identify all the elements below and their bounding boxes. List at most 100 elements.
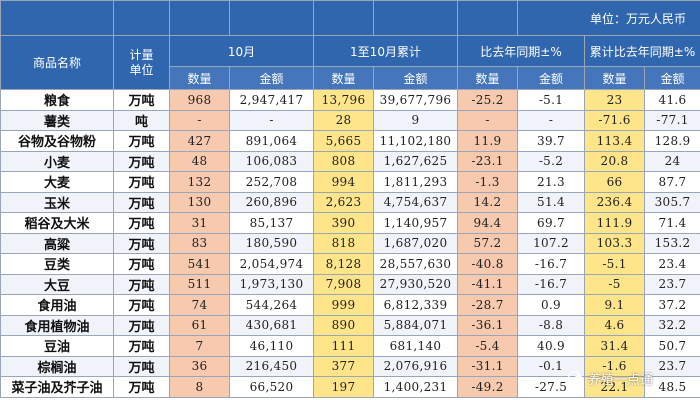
cell-name: 谷物及谷物粉 <box>0 130 114 152</box>
cell-month-qty: 83 <box>169 232 230 254</box>
cell-ytd-yoy-amt: 71.4 <box>643 212 700 234</box>
cell-month-qty: 61 <box>169 314 230 336</box>
cell-month-amt: 544,264 <box>229 294 314 316</box>
cell-yoy-amt: -16.7 <box>517 273 585 295</box>
cell-ytd-yoy-amt: 50.7 <box>643 335 700 357</box>
cell-ytd-yoy-amt: 23.4 <box>643 253 700 275</box>
cell-ytd-yoy-qty: 236.4 <box>584 191 645 213</box>
cell-name: 大豆 <box>0 273 114 295</box>
cell-yoy-amt: 21.3 <box>517 171 585 193</box>
table-row: 薯类吨 - -28 9- - -71.6 -77.1 <box>0 109 700 131</box>
cell-yoy-qty: -28.7 <box>457 294 518 316</box>
cell-ytd-qty: 890 <box>313 314 374 336</box>
cell-ytd-amt: 1,687,020 <box>373 232 458 254</box>
table-row: 大豆 万吨 511 1,973,130 7,908 27,930,520 -41.1 -16.… <box>0 273 700 295</box>
cell-ytd-yoy-amt: 128.9 <box>643 130 700 152</box>
cell-month-amt: 106,083 <box>229 150 314 172</box>
cell-yoy-amt: -8.8 <box>517 314 585 336</box>
header-blank-cell <box>457 0 518 36</box>
cell-yoy-amt: -5.2 <box>517 150 585 172</box>
header-row-groups: 商品名称 计量 单位 10月 1至10月累计 比去年同期±% 累计比去年同期±% <box>0 35 700 90</box>
cell-month-qty: 130 <box>169 191 230 213</box>
cell-unit: 万吨 <box>113 89 170 111</box>
header-row-unit: 单位：万元人民币 <box>0 0 700 36</box>
cell-ytd-yoy-qty: 66 <box>584 171 645 193</box>
cell-ytd-qty: 197 <box>313 376 374 398</box>
cell-ytd-qty: 28 <box>313 109 374 131</box>
cell-yoy-amt: - <box>517 109 585 131</box>
sub-header-qty: 数量 <box>457 66 518 90</box>
cell-ytd-amt: 5,884,071 <box>373 314 458 336</box>
cell-ytd-amt: 6,812,339 <box>373 294 458 316</box>
table-row: 棕榈油 万吨 36 216,450 377 2,076,916 -31.1 -0.1 -1.6 2… <box>0 355 700 377</box>
cell-yoy-amt: 51.4 <box>517 191 585 213</box>
cell-ytd-amt: 1,811,293 <box>373 171 458 193</box>
cell-unit: 万吨 <box>113 314 170 336</box>
cell-ytd-qty: 13,796 <box>313 89 374 111</box>
sub-header-amt: 金额 <box>373 66 458 90</box>
cell-month-amt: 66,520 <box>229 376 314 398</box>
cell-unit: 万吨 <box>113 294 170 316</box>
cell-month-amt: 2,947,417 <box>229 89 314 111</box>
cell-month-qty: 48 <box>169 150 230 172</box>
cell-month-qty: 36 <box>169 355 230 377</box>
cell-month-qty: 968 <box>169 89 230 111</box>
cell-yoy-qty: 11.9 <box>457 130 518 152</box>
sub-header-amt: 金额 <box>643 66 700 90</box>
cell-unit: 万吨 <box>113 171 170 193</box>
cell-yoy-qty: -1.3 <box>457 171 518 193</box>
cell-ytd-yoy-qty: 23 <box>584 89 645 111</box>
cell-name: 玉米 <box>0 191 114 213</box>
col-header-unit-line2: 单位 <box>129 62 154 77</box>
cell-yoy-amt: 69.7 <box>517 212 585 234</box>
cell-ytd-yoy-qty: -1.6 <box>584 355 645 377</box>
header-blank-cell <box>373 0 458 36</box>
cell-ytd-yoy-amt: 48.5 <box>643 376 700 398</box>
cell-ytd-yoy-amt: 23.7 <box>643 355 700 377</box>
cell-yoy-qty: -41.1 <box>457 273 518 295</box>
cell-ytd-qty: 390 <box>313 212 374 234</box>
cell-month-amt: - <box>229 109 314 131</box>
cell-month-amt: 180,590 <box>229 232 314 254</box>
cell-month-qty: 74 <box>169 294 230 316</box>
cell-unit: 万吨 <box>113 376 170 398</box>
cell-ytd-yoy-qty: -5 <box>584 273 645 295</box>
cell-month-amt: 2,054,974 <box>229 253 314 275</box>
cell-month-amt: 85,137 <box>229 212 314 234</box>
table-row: 小麦 万吨 48 106,083 808 1,627,625 -23.1 -5.2 20.8 24 <box>0 150 700 172</box>
cell-ytd-amt: 1,627,625 <box>373 150 458 172</box>
cell-unit: 万吨 <box>113 335 170 357</box>
cell-yoy-qty: -23.1 <box>457 150 518 172</box>
cell-ytd-qty: 818 <box>313 232 374 254</box>
table-row: 菜子油及芥子油 万吨 8 66,520 197 1,400,231 -49.2 -27.5 22… <box>0 376 700 398</box>
cell-month-qty: 31 <box>169 212 230 234</box>
cell-name: 棕榈油 <box>0 355 114 377</box>
cell-ytd-yoy-amt: 37.2 <box>643 294 700 316</box>
cell-month-qty: 511 <box>169 273 230 295</box>
table-row: 玉米 万吨 130 260,896 2,623 4,754,637 14.2 51.4 236.… <box>0 191 700 213</box>
cell-month-qty: 132 <box>169 171 230 193</box>
cell-ytd-amt: 4,754,637 <box>373 191 458 213</box>
cell-ytd-amt: 681,140 <box>373 335 458 357</box>
cell-ytd-qty: 994 <box>313 171 374 193</box>
cell-unit: 万吨 <box>113 355 170 377</box>
table-row: 豆油 万吨 7 46,110 111 681,140 -5.4 40.9 31.4 50.7 <box>0 335 700 357</box>
cell-ytd-yoy-qty: 22.1 <box>584 376 645 398</box>
table-row: 食用油 万吨 74 544,264 999 6,812,339 -28.7 0.9 9.1 37.… <box>0 294 700 316</box>
cell-month-amt: 46,110 <box>229 335 314 357</box>
cell-ytd-qty: 999 <box>313 294 374 316</box>
cell-ytd-qty: 808 <box>313 150 374 172</box>
cell-month-amt: 260,896 <box>229 191 314 213</box>
cell-ytd-qty: 377 <box>313 355 374 377</box>
cell-name: 粮食 <box>0 89 114 111</box>
header-blank-cell <box>229 0 314 36</box>
cell-ytd-amt: 1,140,957 <box>373 212 458 234</box>
cell-yoy-amt: 0.9 <box>517 294 585 316</box>
cell-yoy-amt: -0.1 <box>517 355 585 377</box>
cell-yoy-qty: - <box>457 109 518 131</box>
cell-yoy-amt: -5.1 <box>517 89 585 111</box>
cell-ytd-amt: 39,677,796 <box>373 89 458 111</box>
header-blank-cell <box>113 0 170 36</box>
header-blank-cell <box>313 0 374 36</box>
